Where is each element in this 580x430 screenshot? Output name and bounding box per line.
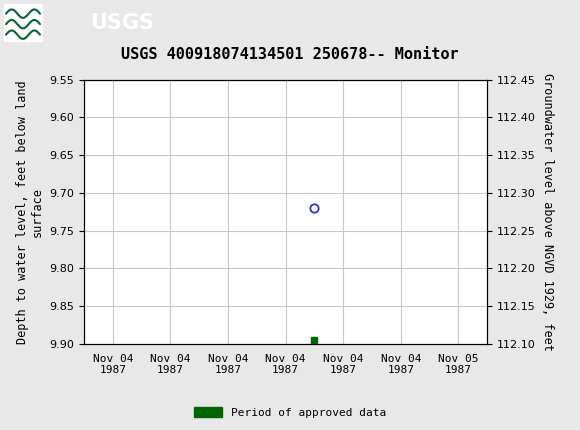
- Y-axis label: Groundwater level above NGVD 1929, feet: Groundwater level above NGVD 1929, feet: [541, 73, 554, 351]
- Text: USGS: USGS: [90, 13, 154, 33]
- Y-axis label: Depth to water level, feet below land
surface: Depth to water level, feet below land su…: [16, 80, 44, 344]
- Bar: [4, 4, 42, 41]
- Legend: Period of approved data: Period of approved data: [190, 403, 390, 422]
- Text: USGS 400918074134501 250678-- Monitor: USGS 400918074134501 250678-- Monitor: [121, 47, 459, 62]
